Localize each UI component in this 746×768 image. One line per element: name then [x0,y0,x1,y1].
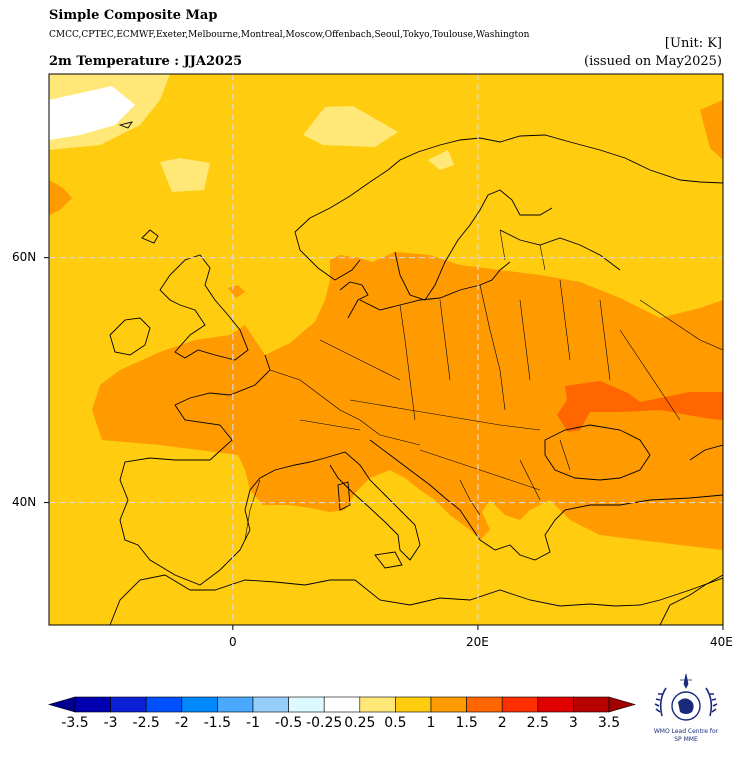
colorbar-label: 3 [568,715,578,731]
colorbar-swatch-13 [537,696,574,713]
coastline-baltic-south [359,261,511,311]
logo-caption-line1: WMO Lead Centre for [653,728,719,735]
coastline-greece [479,509,566,561]
anomaly-area-orange-east-lakes [700,100,723,160]
colorbar-label: 1 [426,715,436,731]
colorbar-label: -3.5 [61,715,89,731]
lon-tick-label-40e: 40E [710,635,733,649]
coastline-ireland [109,317,151,356]
colorbar-swatch-9 [395,696,432,713]
colorbar-label: 0.5 [384,715,407,731]
logo-caption-line2: SP MME [674,736,698,743]
colorbar-label: 0.25 [344,715,376,731]
colorbar-label: -1.5 [203,715,232,731]
colorbar-low-extension [47,696,76,713]
lat-tick-label-60: 60N [12,250,37,264]
colorbar-label: 3.5 [597,715,621,731]
coastline-france-iberia [119,354,326,586]
contributing-centres: CMCC,CPTEC,ECMWF,Exeter,Melbourne,Montre… [49,30,530,40]
colorbar [47,696,637,713]
colorbar-label: 1.5 [455,715,478,731]
anomaly-area-orange-main [92,252,723,550]
map-subtitle: 2m Temperature : JJA2025 [49,54,243,69]
colorbar-swatch-6 [288,696,325,713]
map-frame [48,73,724,626]
coastline-caspian [689,444,723,461]
coastline-africa [109,574,723,625]
colorbar-swatch-7 [323,696,361,713]
header-title: Simple Composite Map [49,8,218,23]
anomaly-area-light-norway-sea [303,106,398,147]
colorbar-label: -2.5 [132,715,160,731]
colorbar-swatch-12 [501,696,539,713]
colorbar-high-extension [608,696,637,713]
logo-caption: WMO Lead Centre for SP MME [644,728,728,744]
coastline-sicily [374,551,403,569]
coastline-adriatic [369,439,481,541]
colorbar-swatch-1 [110,696,147,713]
coastline-uk [159,254,249,361]
colorbar-label: -2 [174,715,189,731]
colorbar-swatch-0 [74,696,111,713]
border-lines [244,229,723,541]
map-gridlines [49,74,723,625]
colorbar-swatch-2 [145,696,183,713]
colorbar-label: -3 [103,715,118,731]
anomaly-area-white-greenland [49,86,135,140]
coastline-sweden-baltic [394,189,553,301]
colorbar-swatch-11 [466,696,503,713]
lon-tick-label-20e: 20E [466,635,489,649]
colorbar-label: -1 [246,715,260,731]
wmo-logo [654,673,718,721]
coastline-finland [499,229,621,271]
coastline-denmark [339,281,369,319]
unit-label: [Unit: K] [664,36,722,51]
colorbar-swatch-4 [217,696,254,713]
lat-tick-label-40: 40N [12,495,37,509]
colorbar-label: 2.5 [526,715,549,731]
colorbar-swatch-5 [252,696,289,713]
coastline-scandinavia [294,134,723,233]
coastline-black-sea [544,424,651,481]
colorbar-label: 2 [497,715,507,731]
coastline-greenland-tip [118,121,134,129]
colorbar-swatch-3 [181,696,218,713]
lon-tick-label-0: 0 [229,635,237,649]
colorbar-label: -0.5 [274,715,303,731]
colorbar-swatch-8 [359,696,396,713]
coastline-middle-east [659,574,723,625]
anomaly-area-light-sweden [428,150,454,170]
coastline-sardinia [337,481,351,511]
coastline-italy [324,451,421,561]
issued-date: (issued on May2025) [584,54,722,69]
coastline-iceland [141,229,159,244]
anomaly-area-dark-orange [557,381,723,432]
colorbar-swatch-14 [573,696,610,713]
anomaly-area-light-iceland [160,158,210,192]
coastline-norway-west [294,231,361,281]
colorbar-label: -0.25 [306,715,343,731]
anomaly-area-orange-atlantic-west [49,180,72,215]
colorbar-swatch-10 [430,696,467,713]
